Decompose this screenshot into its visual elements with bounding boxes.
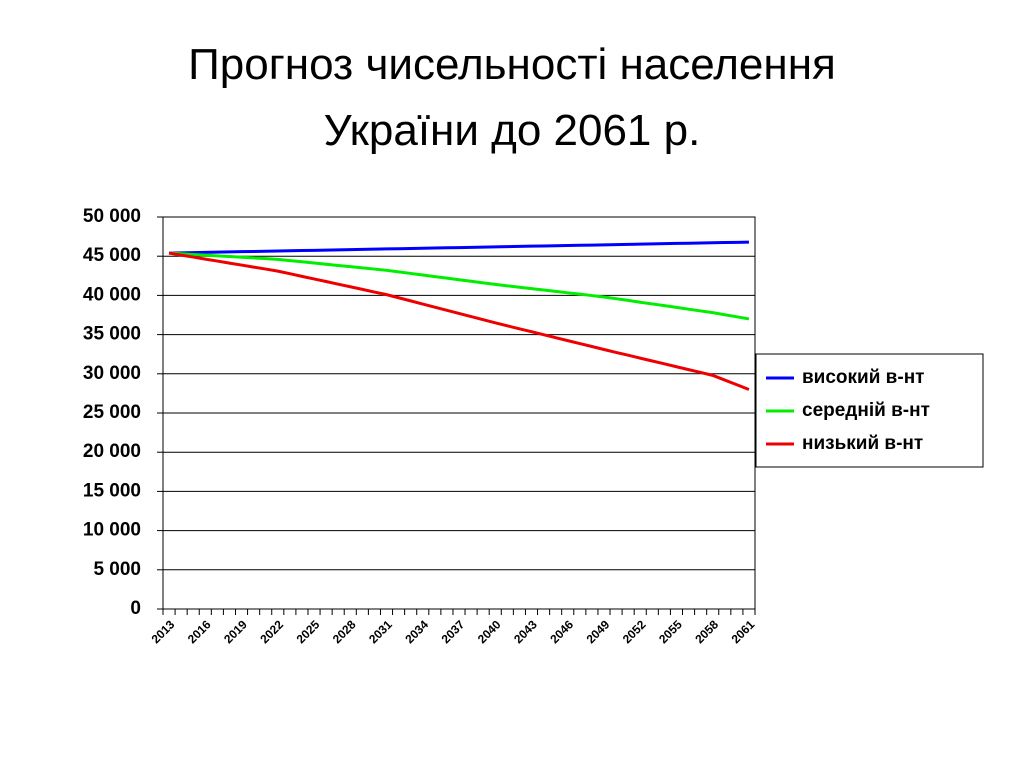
x-tick-label: 2031 [366, 617, 395, 646]
x-tick-label: 2037 [439, 617, 468, 646]
x-tick-label: 2022 [257, 617, 286, 646]
x-tick-label: 2019 [221, 617, 250, 646]
y-tick-label: 15 000 [83, 480, 141, 501]
y-tick-label: 50 000 [83, 206, 141, 227]
x-tick-label: 2040 [475, 617, 504, 646]
x-tick-label: 2055 [656, 617, 685, 646]
y-tick-label: 20 000 [83, 441, 141, 462]
x-tick-label: 2052 [620, 617, 649, 646]
x-tick-label: 2043 [511, 617, 540, 646]
y-tick-label: 5 000 [93, 559, 141, 580]
y-tick-label: 35 000 [83, 324, 141, 345]
y-tick-label: 40 000 [83, 284, 141, 305]
x-tick-label: 2034 [402, 617, 431, 646]
chart-title: Прогноз чисельності населення України до… [188, 40, 836, 155]
x-tick-label: 2046 [547, 617, 576, 646]
y-tick-label: 30 000 [83, 363, 141, 384]
x-tick-label: 2058 [692, 617, 721, 646]
data-line [168, 251, 750, 321]
legend-label: низький в-нт [802, 433, 923, 454]
y-tick-label: 25 000 [83, 402, 141, 423]
data-line [168, 251, 750, 391]
x-tick-label: 2025 [294, 617, 323, 646]
x-tick-label: 2028 [330, 617, 359, 646]
plot-frame [162, 216, 756, 610]
x-tick-label: 2049 [584, 617, 613, 646]
x-tick-label: 2016 [185, 617, 214, 646]
x-tick-label: 2061 [729, 617, 758, 646]
y-tick-label: 45 000 [83, 245, 141, 266]
x-tick-label: 2013 [149, 617, 178, 646]
legend-label: середній в-нт [802, 400, 930, 421]
y-tick-label: 0 [130, 598, 141, 619]
data-line [169, 240, 749, 255]
legend-label: високий в-нт [802, 367, 924, 388]
y-tick-label: 10 000 [83, 520, 141, 541]
